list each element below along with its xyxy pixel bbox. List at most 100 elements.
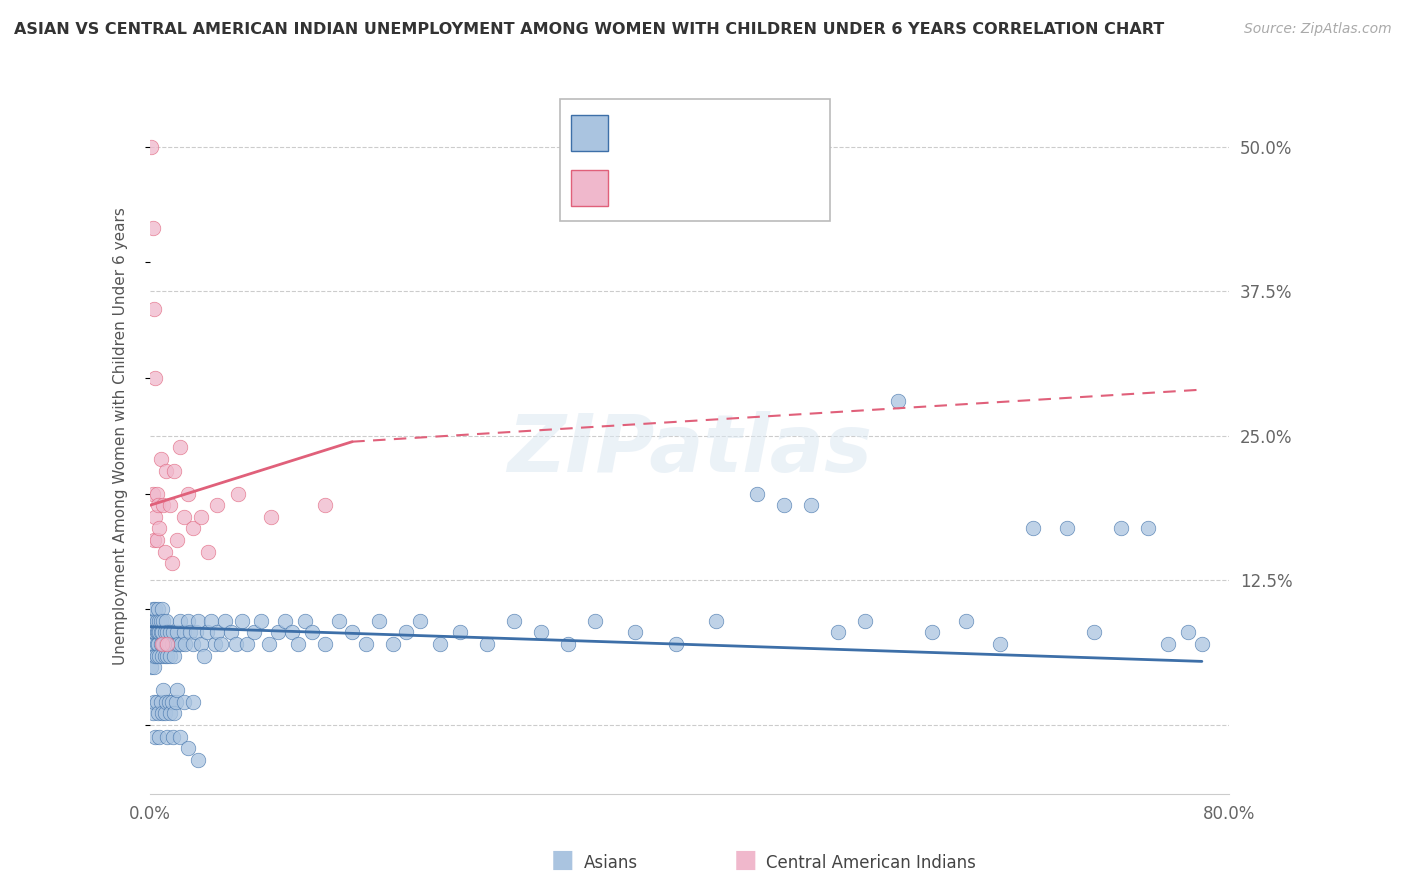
Point [243,625,266,640]
Point [181,695,204,709]
Point [181,637,204,651]
Point [142,648,165,663]
Point [150,637,173,651]
Point [368,614,391,628]
Point [163,648,186,663]
Point [706,614,728,628]
Point [408,614,430,628]
Point [190,509,212,524]
Point [148,614,170,628]
Point [156,625,179,640]
Y-axis label: Unemployment Among Women with Children Under 6 years: Unemployment Among Women with Children U… [114,207,128,665]
Point [152,614,174,628]
Point [159,648,181,663]
Point [156,730,179,744]
Point [148,648,170,663]
Point [165,637,187,651]
Point [152,498,174,512]
Point [145,648,167,663]
Point [214,614,236,628]
Point [157,695,180,709]
Point [163,706,186,721]
Point [274,614,297,628]
Text: Source: ZipAtlas.com: Source: ZipAtlas.com [1244,22,1392,37]
Point [141,625,163,640]
Point [197,544,219,558]
Point [395,625,418,640]
Point [745,486,768,500]
Point [156,637,179,651]
Point [143,533,166,547]
Point [225,637,247,651]
Point [187,614,209,628]
Point [155,614,177,628]
Point [177,614,200,628]
Text: Central American Indians: Central American Indians [766,855,976,872]
Point [530,625,553,640]
Point [583,614,606,628]
Point [143,301,166,316]
Point [249,614,271,628]
Point [1083,625,1105,640]
Point [988,637,1011,651]
Point [153,706,176,721]
Point [287,637,309,651]
Point [853,614,876,628]
Point [207,498,229,512]
Point [149,452,172,467]
Point [1157,637,1180,651]
Point [166,625,188,640]
Point [165,695,187,709]
Point [921,625,943,640]
Point [146,602,169,616]
Point [887,394,910,409]
Point [143,660,166,674]
Point [193,648,215,663]
Point [169,441,191,455]
Point [156,648,179,663]
Point [160,695,183,709]
Point [294,614,316,628]
Text: ZIPatlas: ZIPatlas [508,411,872,489]
Point [159,625,181,640]
Point [145,637,167,651]
Point [152,637,174,651]
Point [207,625,229,640]
Point [1022,521,1045,535]
Point [342,625,364,640]
Point [314,498,336,512]
Point [665,637,688,651]
Point [184,625,207,640]
Point [160,556,183,570]
Point [149,625,172,640]
Point [169,614,191,628]
Point [150,625,173,640]
Point [166,683,188,698]
Point [155,637,177,651]
Point [209,637,232,651]
Point [280,625,302,640]
Point [159,706,181,721]
Text: ASIAN VS CENTRAL AMERICAN INDIAN UNEMPLOYMENT AMONG WOMEN WITH CHILDREN UNDER 6 : ASIAN VS CENTRAL AMERICAN INDIAN UNEMPLO… [14,22,1164,37]
Point [157,637,180,651]
Point [152,683,174,698]
Point [155,464,177,478]
Point [162,625,184,640]
Point [145,625,167,640]
Point [149,637,172,651]
Point [146,706,169,721]
Point [301,625,323,640]
Text: ■: ■ [551,848,574,872]
Point [177,741,200,756]
Point [381,637,404,651]
Point [148,730,170,744]
Point [145,614,167,628]
Point [143,371,166,385]
Point [226,486,249,500]
Point [624,625,647,640]
Point [150,602,173,616]
Point [1056,521,1078,535]
Point [177,486,200,500]
Point [1109,521,1132,535]
Point [772,498,794,512]
